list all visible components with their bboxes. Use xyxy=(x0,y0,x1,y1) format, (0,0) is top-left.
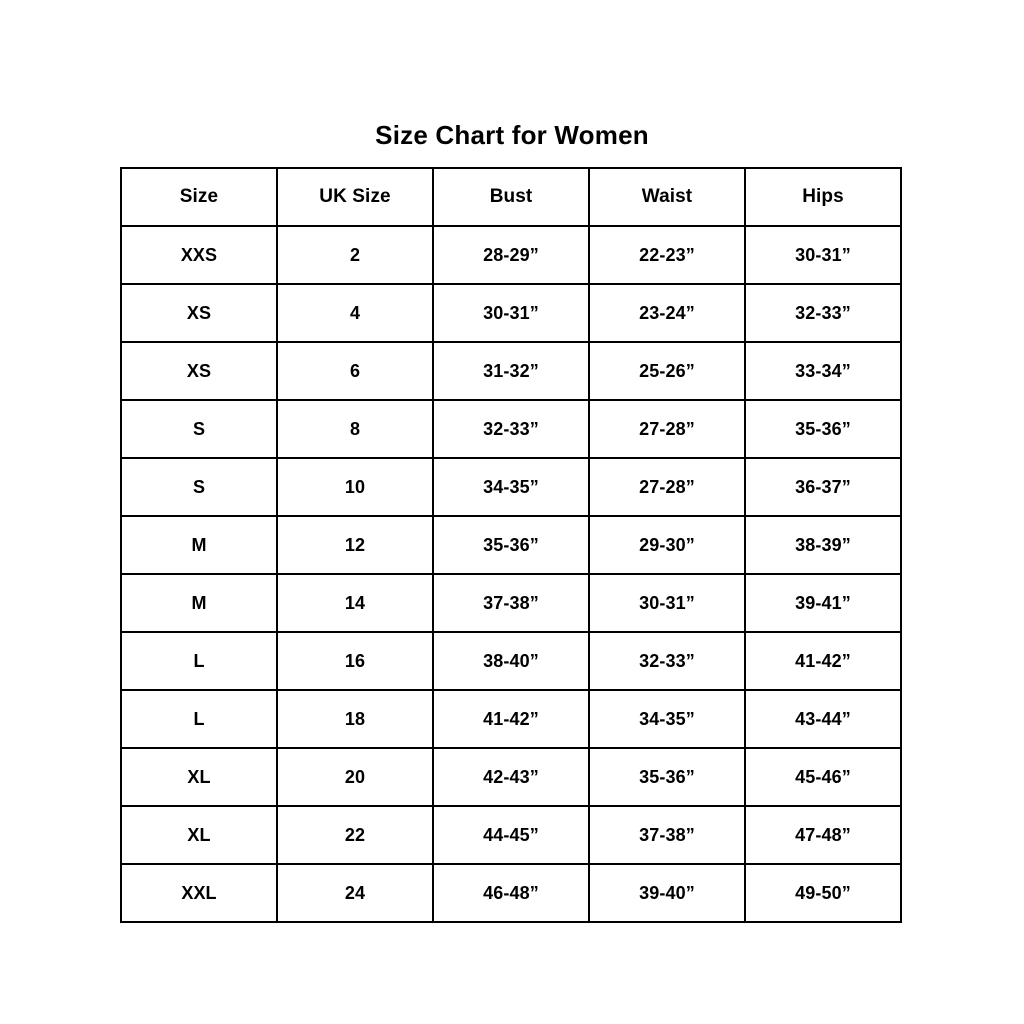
cell-uk-size: 18 xyxy=(276,689,434,749)
cell-uk-size: 2 xyxy=(276,225,434,285)
cell-bust: 41-42” xyxy=(432,689,590,749)
column-header-size: Size xyxy=(120,167,278,227)
table-row: XL 22 44-45” 37-38” 47-48” xyxy=(120,805,902,865)
cell-hips: 49-50” xyxy=(744,863,902,923)
cell-bust: 28-29” xyxy=(432,225,590,285)
cell-waist: 22-23” xyxy=(588,225,746,285)
size-table-container: Size UK Size Bust Waist Hips XXS 2 28-29” 2… xyxy=(120,167,902,923)
table-row: XL 20 42-43” 35-36” 45-46” xyxy=(120,747,902,807)
cell-hips: 47-48” xyxy=(744,805,902,865)
cell-hips: 39-41” xyxy=(744,573,902,633)
cell-size: M xyxy=(120,573,278,633)
column-header-uk-size: UK Size xyxy=(276,167,434,227)
table-row: L 16 38-40” 32-33” 41-42” xyxy=(120,631,902,691)
cell-waist: 23-24” xyxy=(588,283,746,343)
cell-hips: 33-34” xyxy=(744,341,902,401)
cell-size: L xyxy=(120,631,278,691)
cell-size: M xyxy=(120,515,278,575)
cell-size: XL xyxy=(120,747,278,807)
cell-size: XXL xyxy=(120,863,278,923)
table-row: XXL 24 46-48” 39-40” 49-50” xyxy=(120,863,902,923)
table-row: XS 4 30-31” 23-24” 32-33” xyxy=(120,283,902,343)
cell-bust: 37-38” xyxy=(432,573,590,633)
cell-size: XS xyxy=(120,283,278,343)
cell-waist: 35-36” xyxy=(588,747,746,807)
cell-bust: 30-31” xyxy=(432,283,590,343)
cell-bust: 35-36” xyxy=(432,515,590,575)
table-body: XXS 2 28-29” 22-23” 30-31” XS 4 30-31” 23-24” 32-… xyxy=(120,225,902,923)
cell-uk-size: 4 xyxy=(276,283,434,343)
cell-size: S xyxy=(120,399,278,459)
cell-size: L xyxy=(120,689,278,749)
table-header: Size UK Size Bust Waist Hips xyxy=(120,167,902,227)
cell-uk-size: 14 xyxy=(276,573,434,633)
table-row: M 14 37-38” 30-31” 39-41” xyxy=(120,573,902,633)
cell-waist: 25-26” xyxy=(588,341,746,401)
table-row: S 10 34-35” 27-28” 36-37” xyxy=(120,457,902,517)
table-row: XS 6 31-32” 25-26” 33-34” xyxy=(120,341,902,401)
table-header-row: Size UK Size Bust Waist Hips xyxy=(120,167,902,227)
column-header-hips: Hips xyxy=(744,167,902,227)
table-row: L 18 41-42” 34-35” 43-44” xyxy=(120,689,902,749)
cell-waist: 27-28” xyxy=(588,399,746,459)
cell-uk-size: 8 xyxy=(276,399,434,459)
cell-hips: 38-39” xyxy=(744,515,902,575)
cell-size: S xyxy=(120,457,278,517)
cell-waist: 34-35” xyxy=(588,689,746,749)
table-row: XXS 2 28-29” 22-23” 30-31” xyxy=(120,225,902,285)
cell-uk-size: 16 xyxy=(276,631,434,691)
table-row: S 8 32-33” 27-28” 35-36” xyxy=(120,399,902,459)
cell-hips: 45-46” xyxy=(744,747,902,807)
cell-bust: 46-48” xyxy=(432,863,590,923)
cell-waist: 27-28” xyxy=(588,457,746,517)
cell-bust: 42-43” xyxy=(432,747,590,807)
cell-uk-size: 20 xyxy=(276,747,434,807)
cell-bust: 44-45” xyxy=(432,805,590,865)
cell-waist: 29-30” xyxy=(588,515,746,575)
cell-hips: 32-33” xyxy=(744,283,902,343)
cell-hips: 43-44” xyxy=(744,689,902,749)
cell-uk-size: 22 xyxy=(276,805,434,865)
cell-waist: 30-31” xyxy=(588,573,746,633)
cell-waist: 39-40” xyxy=(588,863,746,923)
cell-bust: 34-35” xyxy=(432,457,590,517)
cell-waist: 32-33” xyxy=(588,631,746,691)
cell-hips: 36-37” xyxy=(744,457,902,517)
column-header-bust: Bust xyxy=(432,167,590,227)
size-chart-table: Size UK Size Bust Waist Hips XXS 2 28-29” 2… xyxy=(120,167,902,923)
cell-size: XS xyxy=(120,341,278,401)
cell-hips: 30-31” xyxy=(744,225,902,285)
cell-bust: 38-40” xyxy=(432,631,590,691)
cell-uk-size: 6 xyxy=(276,341,434,401)
cell-uk-size: 12 xyxy=(276,515,434,575)
cell-bust: 32-33” xyxy=(432,399,590,459)
cell-hips: 41-42” xyxy=(744,631,902,691)
cell-uk-size: 24 xyxy=(276,863,434,923)
cell-bust: 31-32” xyxy=(432,341,590,401)
cell-size: XXS xyxy=(120,225,278,285)
cell-uk-size: 10 xyxy=(276,457,434,517)
cell-hips: 35-36” xyxy=(744,399,902,459)
page-title: Size Chart for Women xyxy=(375,120,649,151)
column-header-waist: Waist xyxy=(588,167,746,227)
cell-waist: 37-38” xyxy=(588,805,746,865)
table-row: M 12 35-36” 29-30” 38-39” xyxy=(120,515,902,575)
cell-size: XL xyxy=(120,805,278,865)
